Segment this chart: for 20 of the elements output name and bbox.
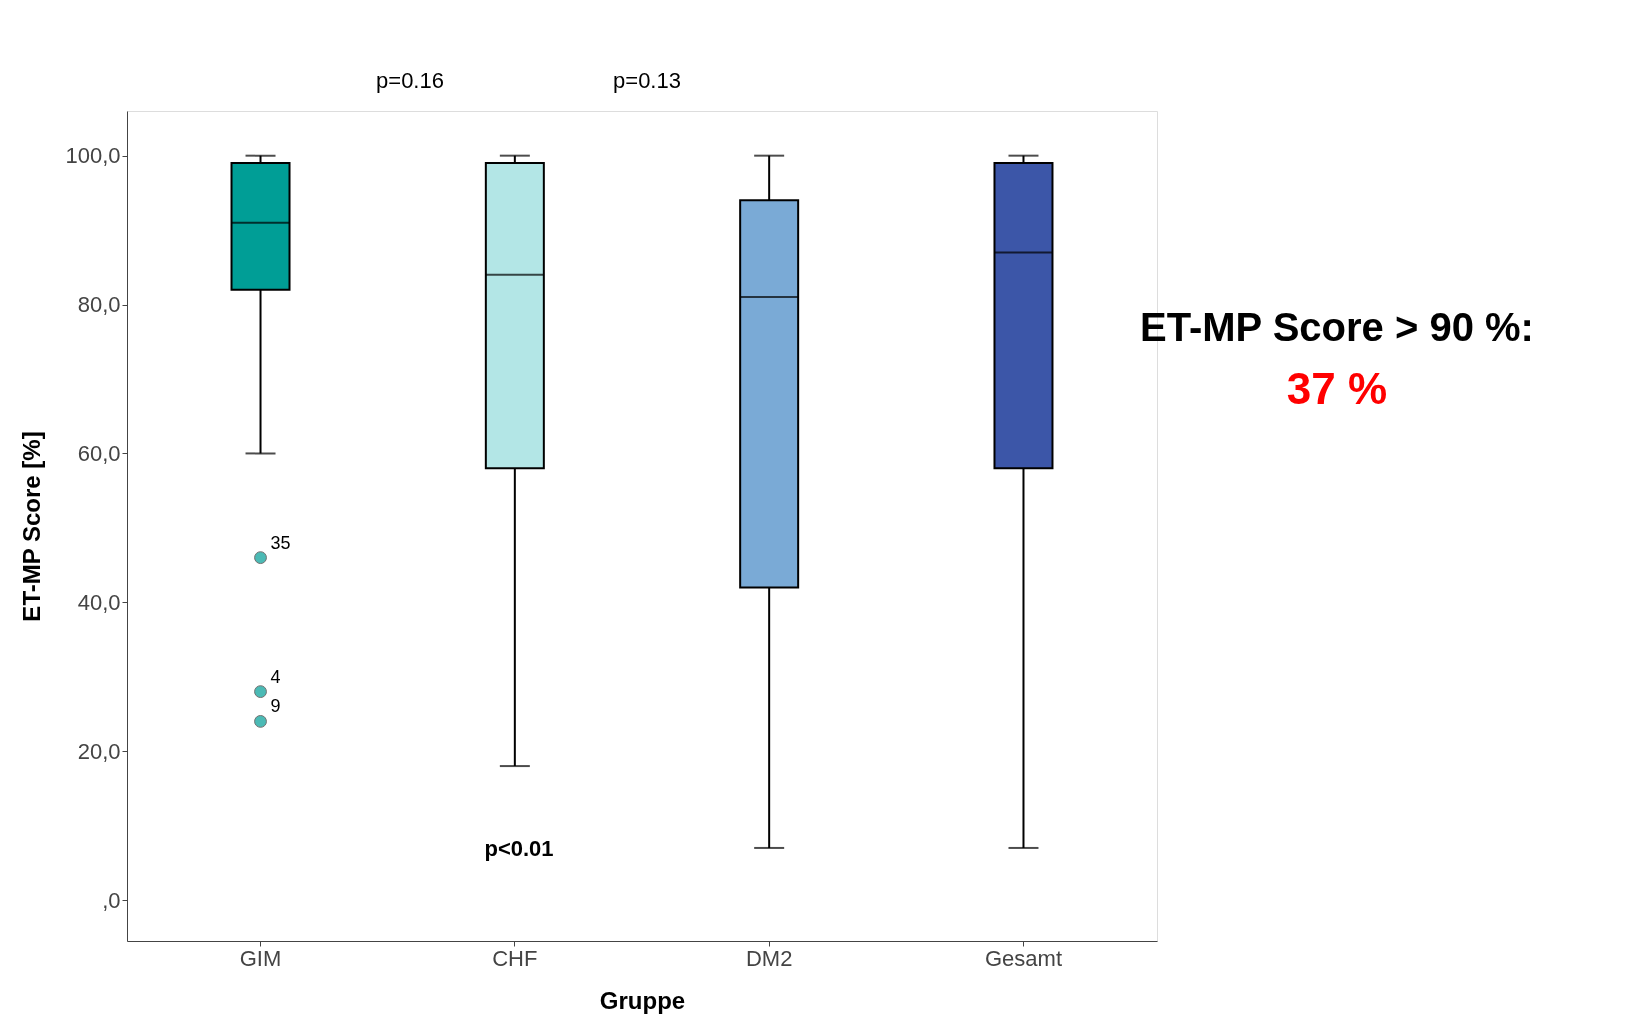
text: p=0.16 [376, 68, 444, 93]
text: p=0.13 [613, 68, 681, 93]
y-axis-title: ET-MP Score [%] [18, 431, 46, 622]
annotation: ET-MP Score > 90 %: [1140, 305, 1534, 349]
y-tick-label: 100,0 [65, 143, 121, 169]
annotation: p<0.01 [484, 836, 554, 861]
y-tick-label: 20,0 [77, 738, 121, 764]
y-tick-label: ,0 [102, 887, 121, 913]
annotation: 35 [270, 532, 291, 553]
y-tick-label: 40,0 [77, 589, 121, 615]
text: 37 % [1286, 364, 1388, 413]
y-tick-label: 60,0 [77, 440, 121, 466]
x-tick-label: Gesamt [984, 945, 1062, 971]
x-axis-title: Gruppe [599, 986, 686, 1014]
y-tick-label: 80,0 [77, 292, 121, 318]
x-tick-label: DM2 [745, 945, 793, 971]
annotation: 4 [270, 666, 281, 687]
annotation: 9 [270, 696, 281, 717]
x-tick-label: GIM [239, 945, 282, 971]
x-tick-label: CHF [492, 945, 538, 971]
